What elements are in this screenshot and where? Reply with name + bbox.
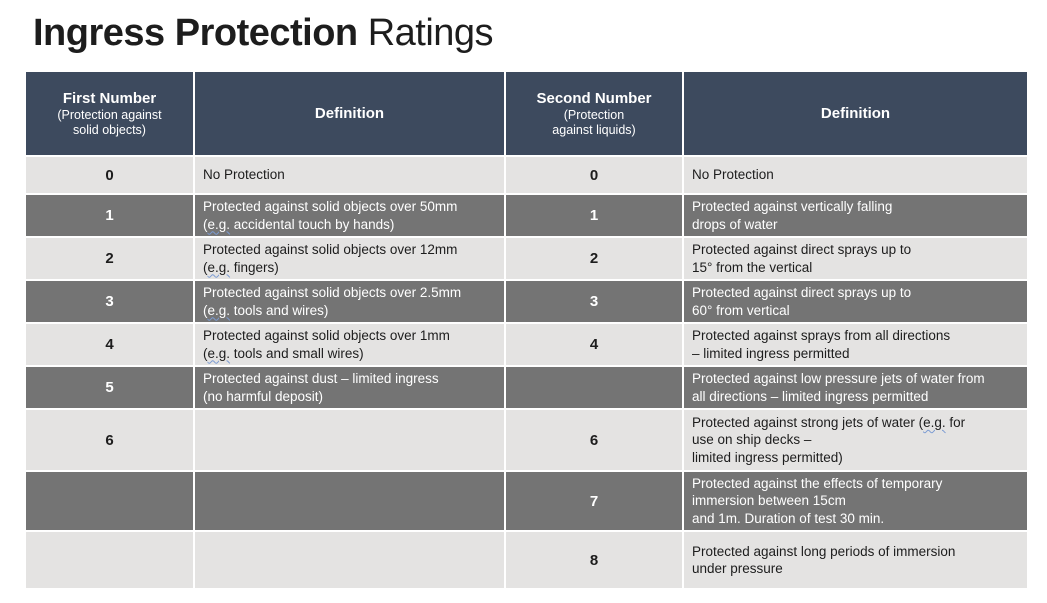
second-number-cell: 8 [504, 530, 684, 590]
first-number-cell: 3 [24, 279, 195, 324]
second-definition-cell: Protected against sprays from all direct… [682, 322, 1029, 367]
second-definition-cell: Protected against long periods of immers… [682, 530, 1029, 590]
first-definition-cell: Protected against solid objects over 2.5… [193, 279, 506, 324]
header-second-number: Second Number (Protection against liquid… [504, 70, 684, 157]
header-first-number: First Number (Protection against solid o… [24, 70, 195, 157]
first-number-cell: 0 [24, 155, 195, 195]
header-second-number-title: Second Number [536, 90, 652, 107]
header-definition-solids: Definition [193, 70, 506, 157]
second-number-cell: 2 [504, 236, 684, 281]
header-first-number-title: First Number [62, 90, 157, 107]
page-title-regular: Ratings [357, 12, 494, 54]
second-definition-cell: Protected against direct sprays up to 15… [682, 236, 1029, 281]
first-definition-cell [193, 470, 506, 532]
table-row-4: 4 Protected against solid objects over 1… [24, 322, 1029, 367]
table-row-8: 8 Protected against long periods of imme… [24, 530, 1029, 590]
header-definition-solids-title: Definition [314, 105, 385, 122]
second-definition-cell: Protected against low pressure jets of w… [682, 365, 1029, 410]
first-number-cell: 4 [24, 322, 195, 367]
first-definition-cell: Protected against solid objects over 12m… [193, 236, 506, 281]
first-definition-cell [193, 530, 506, 590]
second-definition-cell: Protected against vertically falling dro… [682, 193, 1029, 238]
second-number-cell: 4 [504, 322, 684, 367]
second-definition-cell: No Protection [682, 155, 1029, 195]
ip-ratings-table: First Number (Protection against solid o… [24, 70, 1029, 590]
table-row-0: 0 No Protection 0 No Protection [24, 155, 1029, 195]
second-number-cell: 6 [504, 408, 684, 472]
first-number-cell [24, 470, 195, 532]
first-number-cell [24, 530, 195, 590]
first-definition-cell [193, 408, 506, 472]
first-definition-cell: No Protection [193, 155, 506, 195]
header-definition-liquids-title: Definition [820, 105, 891, 122]
table-row-6: 6 6 Protected against strong jets of wat… [24, 408, 1029, 472]
table-row-5: 5 Protected against dust – limited ingre… [24, 365, 1029, 410]
second-number-cell: 1 [504, 193, 684, 238]
table-row-2: 2 Protected against solid objects over 1… [24, 236, 1029, 281]
table-row-3: 3 Protected against solid objects over 2… [24, 279, 1029, 324]
second-definition-cell: Protected against strong jets of water (… [682, 408, 1029, 472]
header-second-number-subtitle: (Protection against liquids) [552, 108, 636, 137]
first-number-cell: 5 [24, 365, 195, 410]
second-number-cell [504, 365, 684, 410]
second-number-cell: 7 [504, 470, 684, 532]
second-definition-cell: Protected against the effects of tempora… [682, 470, 1029, 532]
first-definition-cell: Protected against solid objects over 50m… [193, 193, 506, 238]
header-row: First Number (Protection against solid o… [24, 70, 1029, 157]
page-title-bold: Ingress Protection [33, 12, 358, 54]
first-number-cell: 6 [24, 408, 195, 472]
table-row-1: 1 Protected against solid objects over 5… [24, 193, 1029, 238]
first-number-cell: 2 [24, 236, 195, 281]
first-definition-cell: Protected against solid objects over 1mm… [193, 322, 506, 367]
table-row-7: 7 Protected against the effects of tempo… [24, 470, 1029, 532]
first-definition-cell: Protected against dust – limited ingress… [193, 365, 506, 410]
header-first-number-subtitle: (Protection against solid objects) [57, 108, 162, 137]
page-title: Ingress Protection Ratings [33, 8, 1047, 58]
first-number-cell: 1 [24, 193, 195, 238]
header-definition-liquids: Definition [682, 70, 1029, 157]
second-number-cell: 3 [504, 279, 684, 324]
second-number-cell: 0 [504, 155, 684, 195]
second-definition-cell: Protected against direct sprays up to 60… [682, 279, 1029, 324]
